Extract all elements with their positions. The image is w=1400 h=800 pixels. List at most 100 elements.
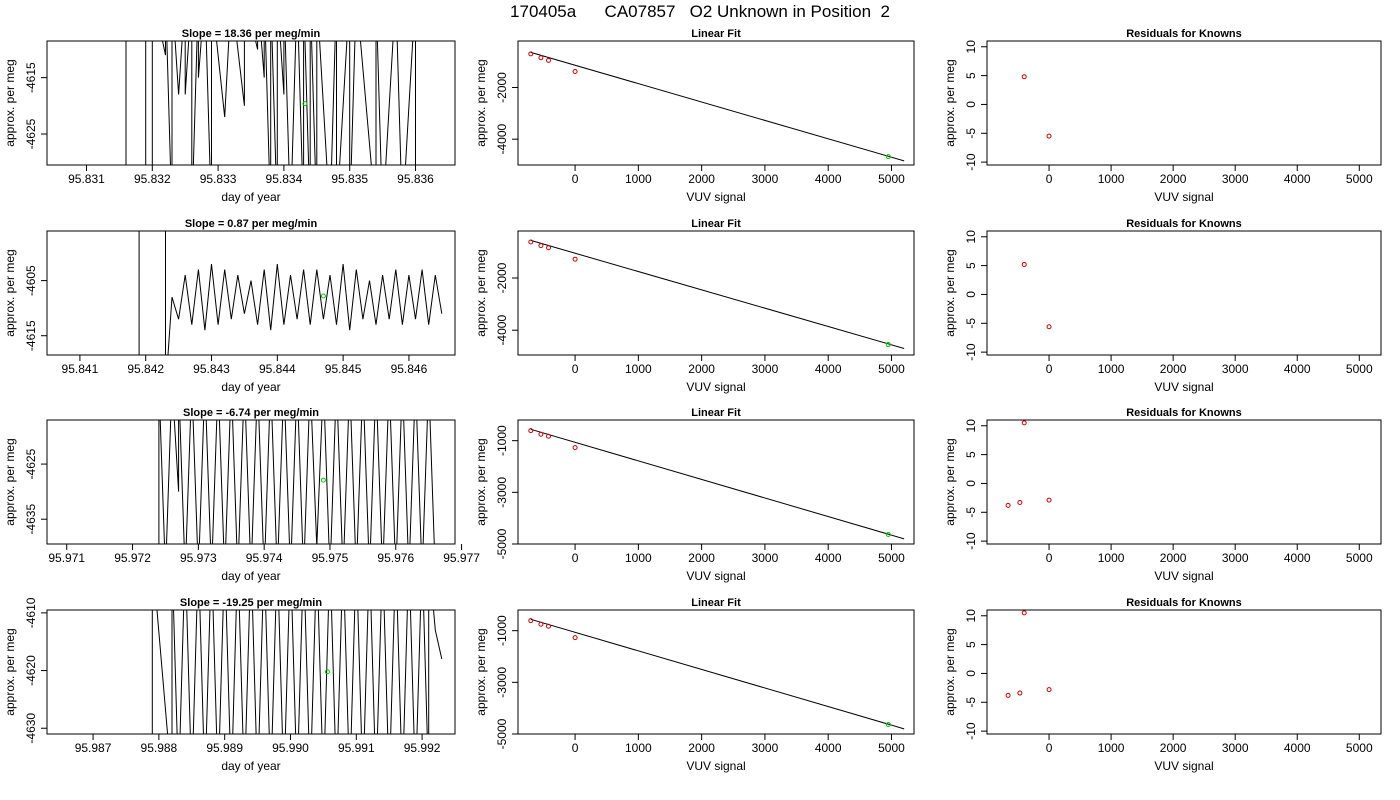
chart-7-trace-line	[158, 420, 435, 544]
chart-11-xtick-label-5: 5000	[878, 741, 905, 755]
chart-1-xtick-label-5: 95.836	[397, 172, 434, 186]
chart-3-ytick-label-4: -10	[964, 153, 978, 171]
chart-12-ylabel: approx. per meg	[943, 628, 957, 715]
chart-9-xtick-label-5: 5000	[1346, 551, 1373, 565]
chart-2-xtick-label-0: 0	[572, 172, 579, 186]
chart-4-ylabel: approx. per meg	[3, 249, 17, 336]
chart-6-residual-point-0	[1021, 261, 1027, 267]
chart-9-residual-point-2	[1021, 420, 1027, 426]
chart-1-ytick-label-0: -4615	[24, 62, 38, 93]
chart-7-xtick-label-5: 95.976	[377, 551, 414, 565]
chart-9-frame	[986, 419, 1382, 545]
chart-3-title: Residuals for Knowns	[1126, 28, 1242, 40]
chart-1-frame	[46, 40, 456, 166]
chart-3-ylabel: approx. per meg	[943, 59, 957, 146]
chart-9-content	[1005, 420, 1052, 508]
chart-9-ytick-label-1: 5	[964, 451, 978, 458]
chart-11-fit-line	[530, 618, 905, 730]
chart-3-residual-point-0	[1021, 74, 1027, 80]
chart-7-xtick-label-0: 95.971	[48, 551, 85, 565]
chart-5-known-point-3	[572, 256, 578, 262]
chart-10-trace-line	[151, 610, 443, 734]
chart-5-title: Linear Fit	[691, 218, 741, 230]
chart-8-xtick-label-2: 2000	[688, 551, 715, 565]
chart-4-ytick-label-1: -4615	[24, 320, 38, 351]
chart-6: Residuals for Knowns VUV signal approx. pe…	[943, 218, 1382, 394]
chart-1-xtick-label-3: 95.834	[266, 172, 303, 186]
chart-9-residual-point-1	[1017, 499, 1023, 505]
chart-6-xtick-label-2: 2000	[1160, 362, 1187, 376]
chart-1-content	[125, 41, 416, 165]
chart-5-xtick-label-0: 0	[572, 362, 579, 376]
chart-12-xtick-label-0: 0	[1046, 741, 1053, 755]
chart-5-ylabel: approx. per meg	[474, 249, 488, 336]
chart-2-xtick-label-5: 5000	[878, 172, 905, 186]
chart-6-xtick-label-1: 1000	[1098, 362, 1125, 376]
chart-2-xtick-label-2: 2000	[688, 172, 715, 186]
chart-4-xtick-label-3: 95.844	[259, 362, 296, 376]
chart-7-frame	[46, 419, 456, 545]
chart-2-xtick-label-1: 1000	[625, 172, 652, 186]
chart-2-known-point-1	[538, 55, 544, 61]
chart-8-ylabel: approx. per meg	[474, 438, 488, 525]
chart-2-known-point-2	[546, 57, 552, 63]
chart-10-ytick-label-2: -4630	[24, 713, 38, 744]
chart-5-xtick-label-2: 2000	[688, 362, 715, 376]
chart-5-xtick-label-4: 4000	[815, 362, 842, 376]
chart-9-ytick-label-4: -10	[964, 532, 978, 550]
chart-10-xtick-label-5: 95.992	[404, 741, 441, 755]
chart-12-ytick-label-0: 10	[964, 609, 978, 623]
chart-5-known-point-0	[528, 239, 534, 245]
chart-11-ytick-label-1: -3000	[495, 667, 509, 698]
chart-10-unknown-point-0	[324, 669, 330, 675]
chart-9-xtick-label-3: 3000	[1222, 551, 1249, 565]
chart-5-known-point-1	[538, 243, 544, 249]
chart-2-ytick-label-0: -2000	[495, 72, 509, 103]
chart-12: Residuals for Knowns VUV signal approx. pe…	[943, 597, 1382, 773]
chart-7-xtick-label-2: 95.973	[180, 551, 217, 565]
chart-6-content	[1021, 261, 1052, 330]
chart-5-content	[528, 239, 905, 349]
chart-6-xtick-label-4: 4000	[1284, 362, 1311, 376]
chart-12-xtick-label-3: 3000	[1222, 741, 1249, 755]
chart-8-unknown-point-0	[885, 531, 891, 537]
chart-6-ytick-label-2: 0	[964, 291, 978, 298]
chart-7-ytick-label-0: -4625	[24, 448, 38, 479]
chart-10: Slope = -19.25 per meg/min day of year app…	[3, 597, 456, 773]
chart-6-title: Residuals for Knowns	[1126, 218, 1242, 230]
chart-8-known-point-3	[572, 445, 578, 451]
chart-6-xtick-label-3: 3000	[1222, 362, 1249, 376]
chart-12-ytick-label-1: 5	[964, 641, 978, 648]
chart-10-xtick-label-0: 95.987	[75, 741, 112, 755]
chart-2-known-point-0	[528, 51, 534, 57]
chart-5-xtick-label-3: 3000	[752, 362, 779, 376]
chart-9-xtick-label-1: 1000	[1098, 551, 1125, 565]
chart-8-xtick-label-1: 1000	[625, 551, 652, 565]
chart-6-ytick-label-0: 10	[964, 230, 978, 244]
chart-3-xtick-label-2: 2000	[1160, 172, 1187, 186]
chart-11: Linear Fit VUV signal approx. per meg 0 1000…	[474, 597, 915, 773]
chart-2-title: Linear Fit	[691, 28, 741, 40]
chart-1-ytick-label-1: -4625	[24, 118, 38, 149]
chart-9-title: Residuals for Knowns	[1126, 407, 1242, 419]
chart-4-xtick-label-5: 95.846	[391, 362, 428, 376]
chart-11-content	[528, 618, 905, 730]
chart-7-unknown-point-0	[320, 477, 326, 483]
chart-12-residual-point-2	[1021, 610, 1027, 616]
chart-3-residual-point-1	[1046, 133, 1052, 139]
chart-3-xlabel: VUV signal	[1154, 190, 1213, 204]
chart-9-residual-point-3	[1046, 497, 1052, 503]
chart-11-xtick-label-2: 2000	[688, 741, 715, 755]
chart-5-ytick-label-1: -4000	[495, 315, 509, 346]
chart-6-xtick-label-0: 0	[1046, 362, 1053, 376]
chart-3-xtick-label-5: 5000	[1346, 172, 1373, 186]
chart-4-xlabel: day of year	[221, 380, 280, 394]
chart-4-title: Slope = 0.87 per meg/min	[185, 218, 318, 230]
chart-6-xlabel: VUV signal	[1154, 380, 1213, 394]
chart-12-frame	[986, 609, 1382, 735]
chart-4-ytick-label-0: -4605	[24, 265, 38, 296]
chart-8-frame	[517, 419, 915, 545]
chart-9-xtick-label-4: 4000	[1284, 551, 1311, 565]
chart-12-xtick-label-5: 5000	[1346, 741, 1373, 755]
chart-5-frame	[517, 230, 915, 356]
